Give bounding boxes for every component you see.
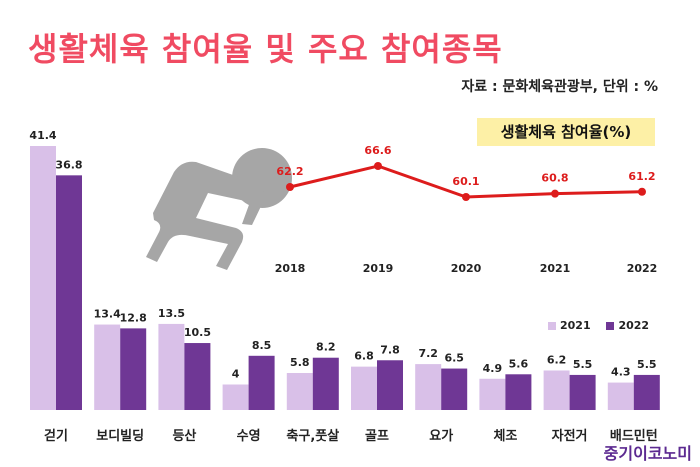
bar-2021-9: [543, 370, 570, 410]
line-x-label-2019: 2019: [363, 262, 394, 275]
bar-value-label-2021-10: 4.3: [611, 366, 631, 379]
bar-2022-4: [248, 355, 275, 410]
bar-value-label-2021-6: 6.8: [354, 350, 374, 363]
bar-2021-2: [94, 324, 121, 410]
bar-2021-5: [286, 373, 313, 410]
bar-value-label-2021-2: 13.4: [94, 308, 121, 321]
bar-value-label-2021-1: 41.4: [29, 129, 56, 142]
line-point-2018: [286, 182, 294, 191]
line-point-2021: [551, 189, 559, 198]
bar-2022-8: [505, 374, 532, 410]
line-chart: 62.2 2018 66.6 2019 60.1 2020 60.8 2021 61.2 2022: [275, 144, 658, 275]
category-label-1: 걷기: [44, 429, 68, 444]
bar-value-label-2021-5: 5.8: [290, 356, 310, 369]
category-label-2: 보디빌딩: [96, 428, 144, 444]
category-label-4: 수영: [237, 429, 261, 444]
bar-value-label-2022-9: 5.5: [573, 358, 593, 371]
bar-2022-7: [441, 368, 468, 410]
brand-logo: 중기이코노미: [603, 444, 692, 463]
category-label-10: 배드민턴: [610, 428, 658, 444]
bar-value-label-2021-7: 7.2: [418, 347, 438, 360]
bar-value-label-2021-3: 13.5: [158, 307, 185, 320]
bar-2022-5: [312, 357, 339, 410]
bar-2021-8: [479, 378, 506, 410]
bar-value-label-2022-1: 36.8: [55, 158, 82, 171]
bar-value-label-2022-2: 12.8: [120, 311, 147, 324]
bar-value-label-2021-4: 4: [232, 367, 240, 380]
legend-swatch-2022: [606, 322, 615, 330]
line-x-label-2022: 2022: [627, 262, 658, 275]
line-point-2022: [638, 187, 646, 196]
line-point-2020: [462, 193, 470, 201]
bar-value-label-2022-5: 8.2: [316, 341, 336, 354]
category-label-8: 체조: [493, 429, 517, 444]
bar-2022-6: [377, 360, 403, 410]
category-label-3: 등산: [172, 428, 196, 444]
bar-2021-10: [607, 382, 634, 410]
category-label-9: 자전거: [552, 428, 588, 444]
bar-2021-1: [30, 146, 56, 410]
bar-chart: 41.4 36.8 걷기 13.412.8 보디빌딩 13.5 10.5 등산 4 8.5 수영 5.…: [29, 129, 660, 444]
bar-2022-10: [633, 374, 660, 410]
line-value-label-2021: 60.8: [541, 172, 568, 185]
legend-item-2022: 2022: [606, 319, 649, 332]
category-label-7: 요가: [429, 429, 453, 444]
legend: 2021 2022: [548, 319, 661, 332]
bar-2021-3: [158, 323, 185, 410]
bar-value-label-2021-8: 4.9: [483, 362, 503, 375]
bar-value-label-2022-4: 8.5: [252, 339, 272, 352]
bar-2022-2: [120, 328, 147, 410]
line-chart-title: 생활체육 참여율(%): [477, 118, 655, 146]
bar-value-label-2021-9: 6.2: [547, 353, 567, 366]
legend-label-2021: 2021: [560, 319, 591, 332]
bar-2021-4: [222, 384, 249, 410]
line-value-label-2018: 62.2: [276, 165, 303, 178]
bar-value-label-2022-8: 5.6: [509, 357, 529, 370]
line-x-label-2018: 2018: [275, 262, 306, 275]
legend-item-2021: 2021: [548, 319, 591, 332]
page-title: 생활체육 참여율 및 주요 참여종목: [28, 30, 503, 68]
legend-swatch-2021: [548, 322, 556, 330]
line-x-label-2020: 2020: [451, 262, 482, 275]
bar-value-label-2022-3: 10.5: [184, 326, 211, 339]
bar-2022-9: [569, 374, 596, 410]
line-value-label-2019: 66.6: [364, 144, 391, 157]
bar-2021-6: [351, 366, 377, 410]
category-label-6: 골프: [365, 429, 389, 444]
line-point-2019: [374, 162, 382, 170]
category-label-5: 축구,풋살: [286, 428, 339, 444]
source-note: 자료 : 문화체육관광부, 단위 : %: [461, 79, 658, 95]
line-value-label-2022: 61.2: [628, 170, 655, 183]
bar-value-label-2022-6: 7.8: [380, 343, 400, 356]
bar-value-label-2022-10: 5.5: [637, 358, 657, 371]
bar-value-label-2022-7: 6.5: [444, 352, 464, 365]
bar-2022-1: [56, 175, 82, 410]
line-x-label-2021: 2021: [540, 262, 571, 275]
bar-2021-7: [415, 364, 442, 410]
bar-2022-3: [184, 343, 211, 410]
legend-label-2022: 2022: [618, 319, 650, 332]
swimmer-icon: [146, 148, 292, 270]
line-value-label-2020: 60.1: [452, 175, 479, 188]
